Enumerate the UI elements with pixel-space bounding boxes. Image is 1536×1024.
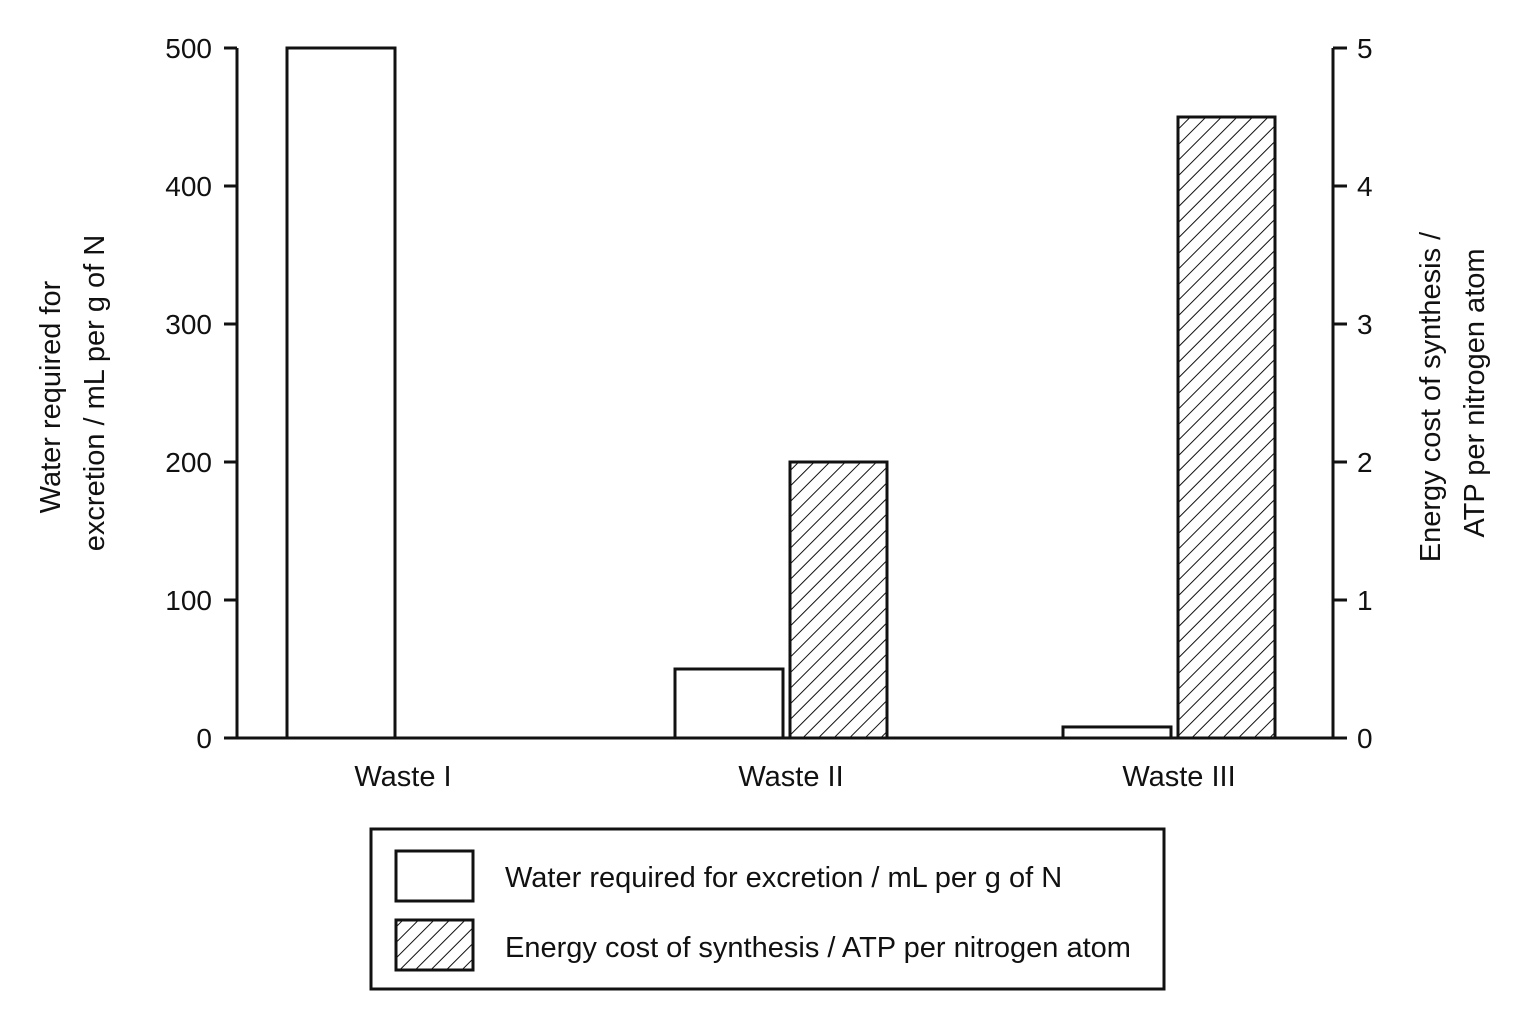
water-bar-3 — [1061, 725, 1173, 740]
x-category-label: Waste III — [1122, 761, 1235, 793]
bars-layer — [285, 46, 1277, 740]
legend: Water required for excretion / mL per g … — [369, 827, 1166, 991]
legend-box — [369, 827, 1166, 991]
x-category-label: Waste I — [354, 761, 451, 793]
y-left-tick-label: 200 — [165, 447, 212, 478]
legend-swatch-water — [394, 849, 475, 903]
y-left-ticks: 0 100 200 300 400 500 — [165, 33, 237, 754]
y-right-tick-label: 4 — [1357, 171, 1373, 202]
energy-bar-3 — [1176, 115, 1277, 740]
y-right-tick-label: 5 — [1357, 33, 1373, 64]
x-category-label: Waste II — [738, 761, 843, 793]
y-left-tick-label: 300 — [165, 309, 212, 340]
y-left-tick-label: 500 — [165, 33, 212, 64]
y-left-axis-title: Water required for excretion / mL per g … — [35, 235, 111, 551]
y-left-tick-label: 100 — [165, 585, 212, 616]
y-right-tick-label: 2 — [1357, 447, 1373, 478]
y-right-tick-label: 3 — [1357, 309, 1373, 340]
legend-swatch-energy — [394, 918, 475, 972]
x-category-labels: Waste I Waste II Waste III — [354, 761, 1235, 793]
water-bar-2 — [673, 667, 785, 740]
water-bar-1 — [285, 46, 397, 740]
y-right-tick-label: 0 — [1357, 723, 1373, 754]
y-right-axis-title: Energy cost of synthesis / ATP per nitro… — [1415, 224, 1491, 563]
y-right-tick-label: 1 — [1357, 585, 1373, 616]
y-right-ticks: 0 1 2 3 4 5 — [1333, 33, 1373, 754]
energy-bar-2 — [788, 460, 889, 740]
legend-label-water: Water required for excretion / mL per g … — [505, 862, 1062, 894]
y-left-tick-label: 400 — [165, 171, 212, 202]
legend-label-energy: Energy cost of synthesis / ATP per nitro… — [505, 932, 1131, 964]
y-left-tick-label: 0 — [196, 723, 212, 754]
